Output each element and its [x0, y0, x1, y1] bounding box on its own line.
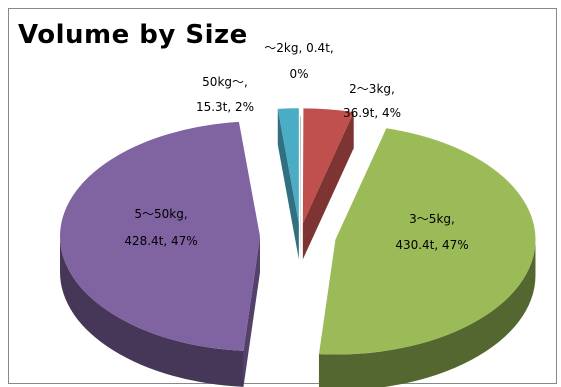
pie-slice-side [318, 239, 536, 387]
pie-slice-1 [300, 116, 301, 232]
data-label-2-line-1: 2～3kg, [349, 82, 395, 96]
pie-slice-cut-face [243, 236, 261, 387]
data-label-3-line-1: 3～5kg, [409, 212, 455, 226]
pie-slice-cut-face [302, 112, 354, 260]
chart-title: Volume by Size [18, 20, 248, 50]
pie-slice-side [60, 236, 244, 387]
data-label-2-line-2: 36.9t, 4% [343, 106, 401, 120]
data-label-5-line-2: 15.3t, 2% [196, 100, 254, 114]
data-label-4-line-2: 428.4t, 47% [124, 234, 197, 248]
pie-slice-2 [302, 108, 354, 224]
data-label-1-line-1: ～2kg, 0.4t, [264, 41, 333, 55]
pie-slice-cut-face [300, 116, 301, 268]
pie-slice-3 [318, 128, 536, 355]
pie-slice-4 [60, 121, 261, 351]
pie-slice-cut-face [277, 108, 299, 260]
pie-slice-5 [277, 108, 299, 224]
data-label-4-line-1: 5～50kg, [134, 207, 187, 221]
data-label-3-line-2: 430.4t, 47% [395, 238, 468, 252]
data-label-5-line-1: 50kg～, [202, 75, 248, 89]
data-label-1-line-2: 0% [289, 67, 308, 81]
